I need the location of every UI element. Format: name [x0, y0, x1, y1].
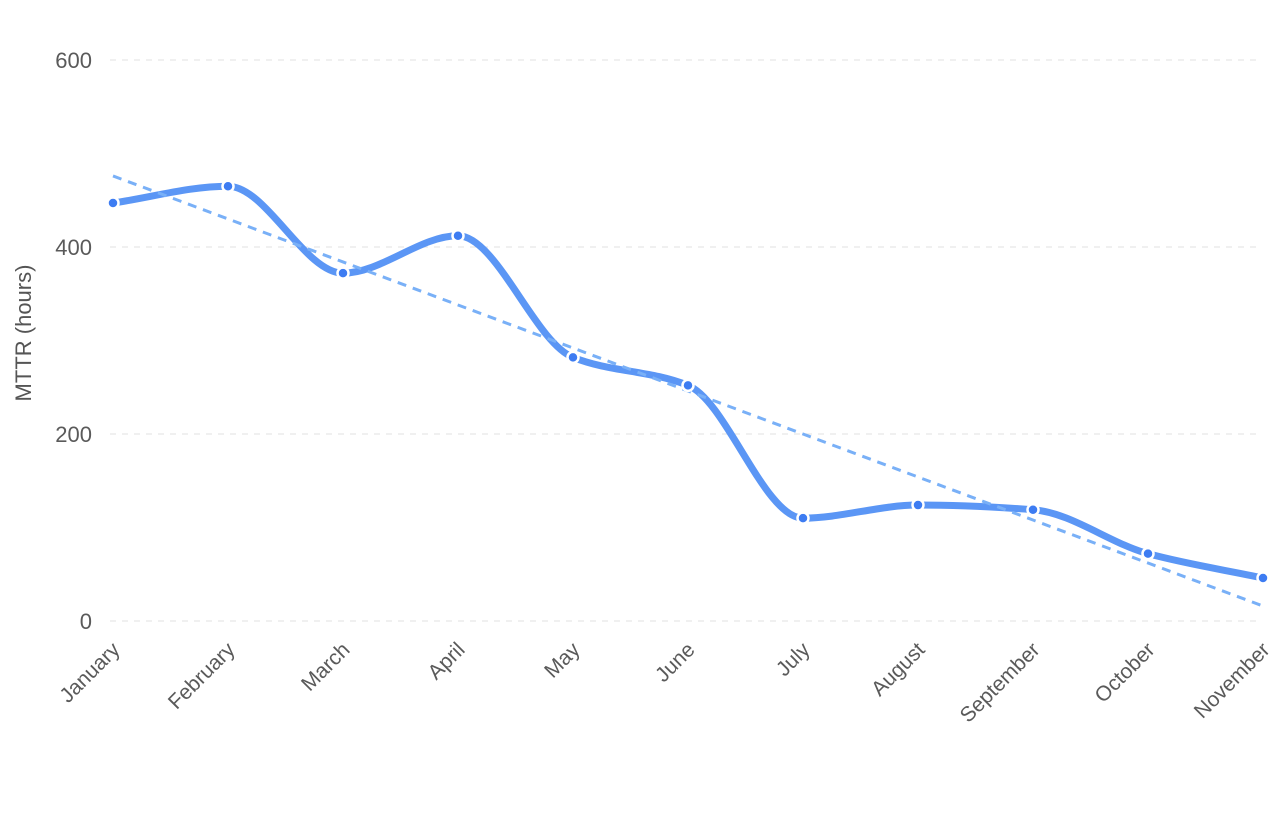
x-tick-label: February [164, 638, 240, 714]
data-point [451, 229, 465, 243]
data-point [796, 511, 810, 525]
x-tick-label: September [956, 638, 1045, 727]
x-axis-ticks: January February March April May June July Augu… [55, 638, 1274, 727]
x-tick-label: May [540, 638, 585, 683]
y-axis-ticks: 0 200 400 600 [55, 48, 92, 634]
x-tick-label: April [424, 638, 470, 684]
x-tick-label: January [55, 638, 124, 707]
y-tick-label: 0 [80, 609, 92, 634]
data-point [1026, 502, 1040, 517]
x-tick-label: June [651, 638, 699, 686]
markers [106, 179, 1270, 585]
data-point [1141, 546, 1155, 561]
data-point [1256, 571, 1270, 585]
data-point [106, 196, 120, 210]
data-point [681, 378, 695, 393]
x-tick-label: August [867, 638, 930, 701]
x-tick-label: October [1090, 638, 1159, 707]
x-tick-label: March [297, 638, 355, 696]
y-tick-label: 600 [55, 48, 92, 73]
data-point [566, 350, 580, 365]
y-axis-label: MTTR (hours) [11, 265, 36, 402]
data-point [911, 498, 925, 512]
grid [110, 59, 1260, 622]
x-tick-label: November [1190, 638, 1275, 723]
data-point [221, 179, 235, 193]
x-tick-label: July [772, 638, 815, 681]
data-point [336, 266, 350, 280]
y-tick-label: 400 [55, 235, 92, 260]
y-tick-label: 200 [55, 422, 92, 447]
